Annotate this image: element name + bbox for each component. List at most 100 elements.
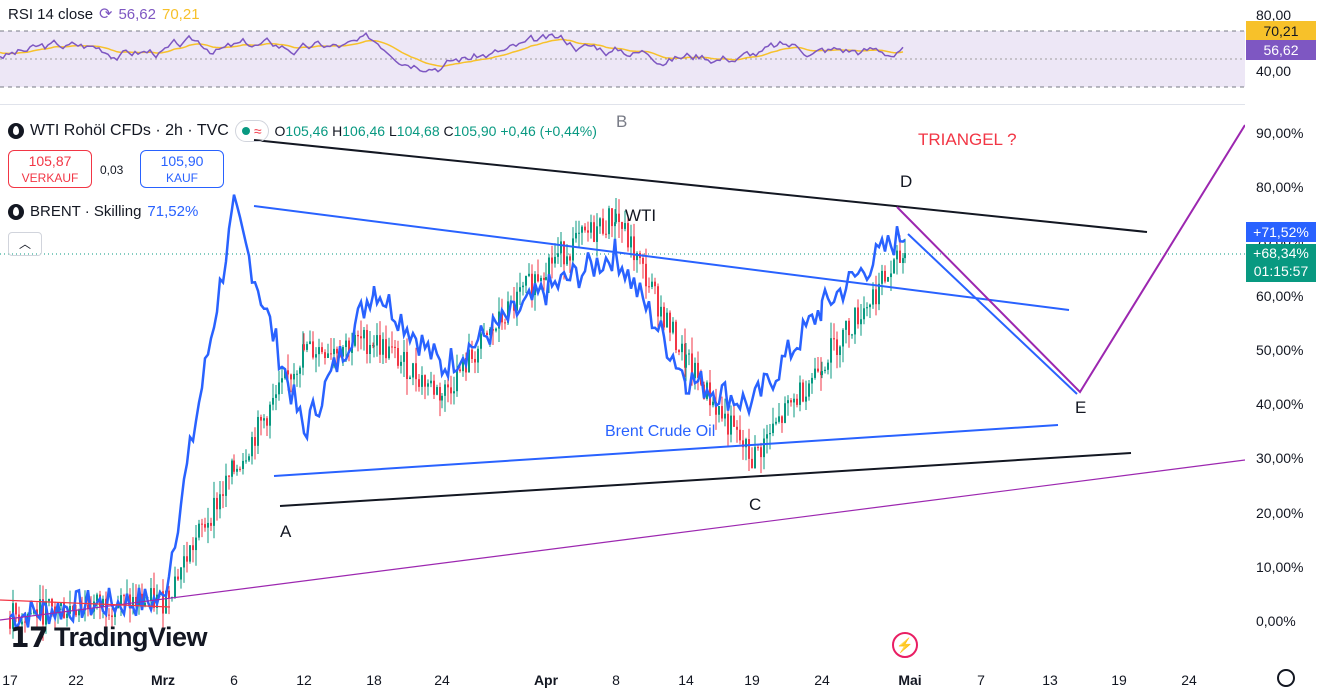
- y-tick-label: 90,00%: [1256, 125, 1304, 141]
- wti-candle: [902, 258, 904, 263]
- wti-candle: [257, 416, 259, 446]
- wti-candle: [123, 595, 125, 597]
- wti-candle: [354, 334, 356, 346]
- wti-candle: [896, 250, 898, 260]
- compare-legend: BRENT · Skilling 71,52%: [8, 203, 198, 220]
- wti-candle: [372, 345, 374, 347]
- label-c: C: [749, 495, 762, 514]
- y-tick-label: 20,00%: [1256, 504, 1304, 521]
- wti-candle: [102, 598, 104, 607]
- wti-candle: [406, 351, 408, 379]
- triangle-label: TRIANGEL ?: [918, 130, 1017, 149]
- wti-price-tag: +68,34% 01:15:57: [1246, 244, 1316, 282]
- ohlc-close: 105,90: [453, 123, 497, 139]
- y-tick-label: 40,00%: [1256, 396, 1304, 413]
- wti-candle: [96, 594, 98, 602]
- wti-candle: [614, 222, 616, 227]
- wti-candle: [893, 259, 895, 274]
- wti-candle: [433, 380, 435, 395]
- wti-candle: [333, 348, 335, 355]
- wti-candle: [599, 218, 601, 227]
- wti-candle: [441, 395, 443, 401]
- wti-candle: [890, 273, 892, 278]
- wti-candle: [887, 277, 889, 282]
- rsi-ma-line: [0, 38, 904, 68]
- rsi-pane: [0, 30, 1245, 88]
- sell-button[interactable]: 105,87 VERKAUF: [8, 150, 92, 188]
- wti-candle: [796, 398, 798, 405]
- wti-candle: [318, 347, 320, 355]
- wti-candle: [554, 256, 556, 264]
- wti-candle: [195, 537, 197, 551]
- wti-candle: [39, 599, 41, 618]
- wti-candle: [507, 301, 509, 323]
- wti-candle: [165, 590, 167, 614]
- wti-candle: [394, 346, 396, 349]
- wti-candle: [590, 222, 592, 233]
- wti-candle: [769, 433, 771, 435]
- wti-candle: [263, 418, 265, 421]
- wti-candle: [439, 387, 441, 401]
- wti-candle: [666, 312, 668, 328]
- wti-candle: [781, 416, 783, 423]
- oil-drop-icon: [8, 203, 24, 220]
- chevron-up-icon: ︿: [18, 237, 31, 251]
- wti-candle: [860, 319, 862, 325]
- wti-candle: [321, 347, 323, 353]
- wti-candle: [627, 223, 629, 248]
- wti-candle: [824, 369, 826, 372]
- market-status-pill[interactable]: ≈: [234, 120, 269, 142]
- wti-candle: [694, 362, 696, 379]
- wti-candle: [712, 401, 714, 406]
- wti-candle: [621, 222, 623, 229]
- wti-candle: [87, 604, 89, 609]
- wti-candle: [672, 321, 674, 333]
- wti-candle: [817, 368, 819, 372]
- wti-candle: [330, 353, 332, 355]
- wti-candle: [391, 346, 393, 348]
- x-tick-label: 13: [1042, 672, 1058, 688]
- lightning-icon[interactable]: ⚡: [892, 632, 918, 658]
- wti-candle: [545, 277, 547, 280]
- wti-candle: [715, 401, 717, 415]
- x-tick-label: 24: [1181, 672, 1197, 688]
- wti-candle: [688, 353, 690, 355]
- wti-candle: [875, 289, 877, 305]
- rsi-tag: 56,62: [1246, 40, 1316, 60]
- wti-candle: [18, 614, 20, 625]
- wti-candle: [336, 348, 338, 354]
- wti-candle: [839, 346, 841, 355]
- symbol-name[interactable]: WTI Rohöl CFDs · 2h · TVC: [30, 122, 229, 139]
- wti-candle: [808, 383, 810, 397]
- wti-candle: [245, 460, 247, 462]
- wti-candle: [204, 524, 206, 528]
- compare-name[interactable]: BRENT · Skilling: [30, 203, 142, 220]
- wti-candle: [489, 329, 491, 336]
- blue-projection: [907, 233, 1078, 395]
- wti-candle: [251, 437, 253, 457]
- wti-candle: [754, 447, 756, 469]
- ohlc-values: O105,46 H106,46 L104,68 C105,90 +0,46 (+…: [275, 123, 597, 139]
- wti-candle: [492, 329, 494, 331]
- wti-candle: [144, 602, 146, 606]
- ohlc-high: 106,46: [342, 123, 386, 139]
- wti-candle: [299, 367, 301, 374]
- refresh-icon[interactable]: ⟳: [99, 6, 113, 23]
- wti-candle: [183, 556, 185, 568]
- settings-icon[interactable]: [1277, 669, 1295, 687]
- tradingview-logo[interactable]: 𝟭𝟳 TradingView: [10, 621, 208, 654]
- wti-candle: [303, 344, 305, 350]
- wti-candle: [745, 439, 747, 448]
- wti-candle: [180, 567, 182, 580]
- wti-candle: [474, 358, 476, 363]
- buy-button[interactable]: 105,90 KAUF: [140, 150, 224, 188]
- wti-candle: [630, 236, 632, 248]
- wti-candle: [678, 350, 680, 353]
- wti-candle: [260, 416, 262, 421]
- wti-candle: [772, 423, 774, 434]
- collapse-legend-button[interactable]: ︿: [8, 232, 42, 256]
- wti-candle: [369, 345, 371, 355]
- wti-candle: [548, 257, 550, 278]
- wti-candle: [742, 440, 744, 448]
- x-tick-label: 8: [612, 672, 620, 688]
